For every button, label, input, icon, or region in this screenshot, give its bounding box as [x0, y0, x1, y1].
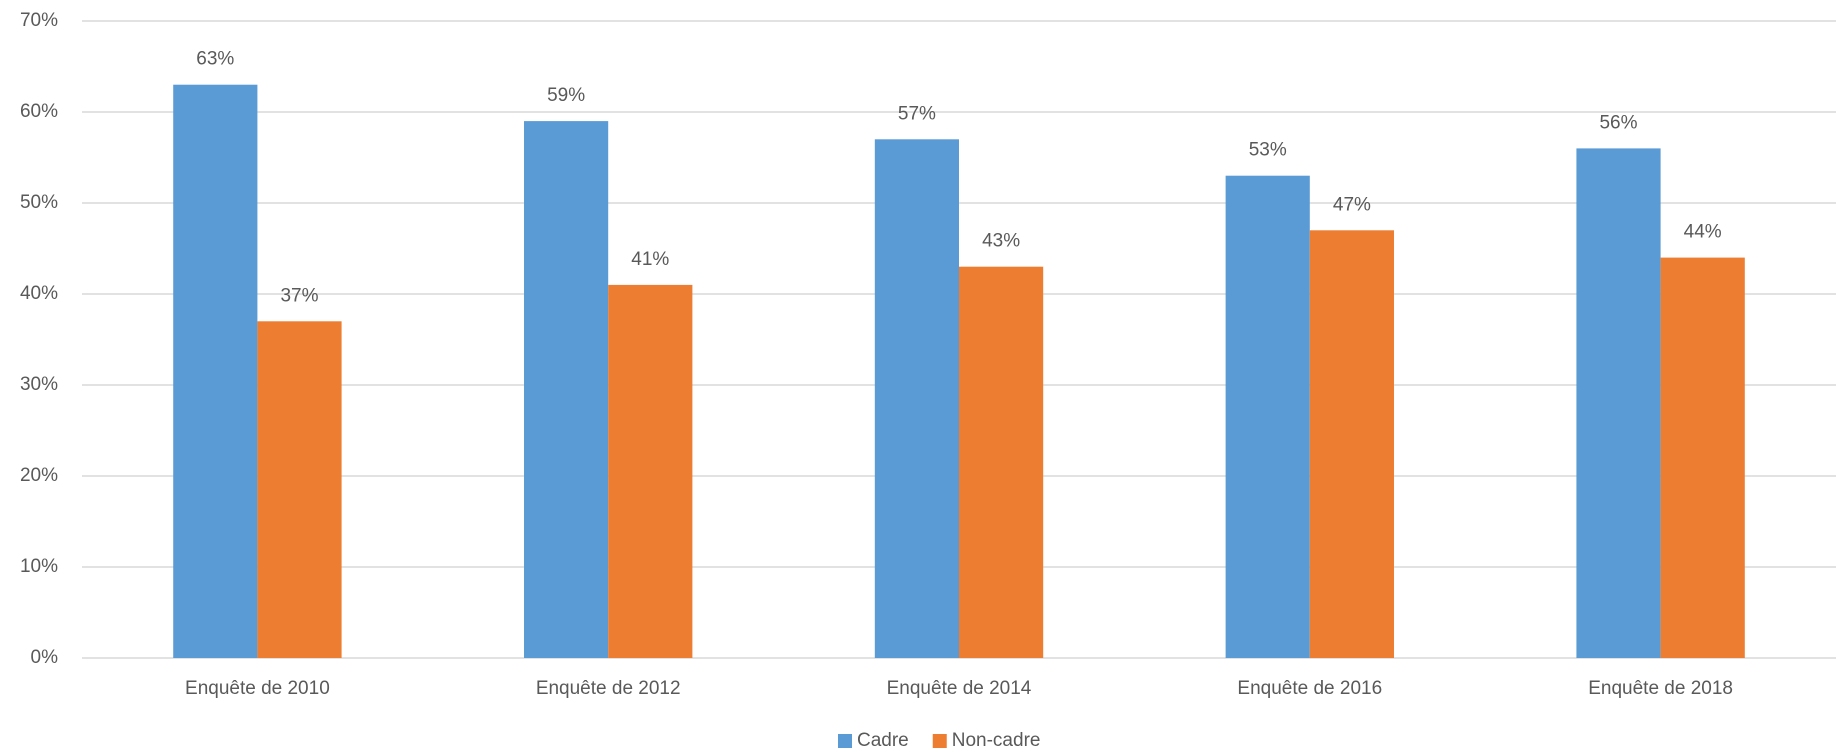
- data-label: 41%: [631, 249, 669, 270]
- x-tick-label: Enquête de 2016: [1237, 678, 1382, 699]
- bar: [608, 284, 693, 658]
- bar: [1660, 257, 1745, 658]
- bar: [1576, 148, 1661, 658]
- bar: [257, 321, 342, 658]
- y-tick-label: 70%: [20, 10, 58, 31]
- y-tick-label: 40%: [20, 283, 58, 304]
- y-tick-label: 20%: [20, 465, 58, 486]
- bar: [1225, 175, 1310, 658]
- x-tick-label: Enquête de 2010: [185, 678, 330, 699]
- bar: [524, 121, 609, 659]
- x-tick-label: Enquête de 2018: [1588, 678, 1733, 699]
- data-label: 43%: [982, 231, 1020, 252]
- data-label: 37%: [280, 285, 318, 306]
- data-label: 63%: [196, 49, 234, 70]
- bar: [1309, 230, 1394, 659]
- legend-swatch: [932, 734, 947, 748]
- data-label: 47%: [1333, 194, 1371, 215]
- data-label: 59%: [547, 85, 585, 106]
- legend-label: Cadre: [857, 730, 909, 750]
- bar: [874, 139, 959, 659]
- data-label: 53%: [1249, 140, 1287, 161]
- data-label: 57%: [898, 103, 936, 124]
- y-tick-label: 0%: [31, 647, 59, 668]
- data-label: 44%: [1684, 222, 1722, 243]
- y-tick-label: 60%: [20, 101, 58, 122]
- x-tick-label: Enquête de 2014: [887, 678, 1032, 699]
- y-tick-label: 50%: [20, 192, 58, 213]
- x-tick-label: Enquête de 2012: [536, 678, 681, 699]
- bar: [959, 266, 1044, 658]
- bar: [173, 84, 258, 658]
- y-tick-label: 30%: [20, 374, 58, 395]
- legend-label: Non-cadre: [952, 730, 1041, 750]
- data-label: 56%: [1599, 112, 1637, 133]
- y-tick-label: 10%: [20, 556, 58, 577]
- legend-swatch: [838, 734, 852, 748]
